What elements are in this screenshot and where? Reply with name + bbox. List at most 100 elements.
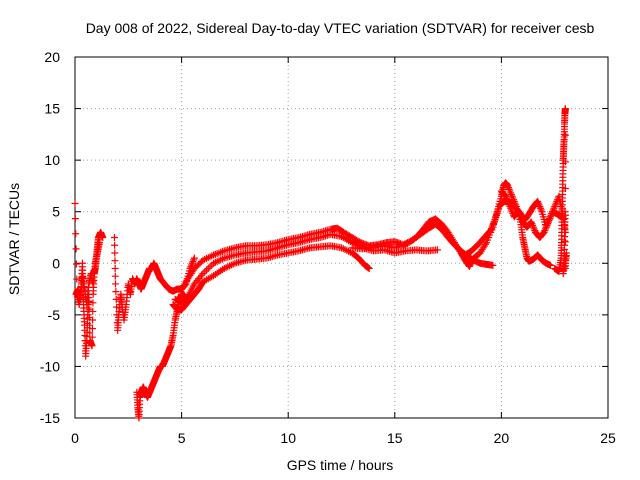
y-tick-labels: -15 -10 -5 0 5 10 15 20 [40, 49, 60, 426]
data-point [506, 187, 514, 195]
data-point [490, 219, 498, 227]
data-point [555, 192, 563, 200]
data-point [481, 240, 489, 248]
data-point [488, 223, 496, 231]
data-point [112, 280, 120, 288]
data-point [89, 307, 97, 315]
y-tick-label: -5 [48, 307, 61, 323]
data-point [505, 184, 513, 192]
data-point [535, 201, 543, 209]
data-point [534, 197, 542, 205]
data-point [517, 215, 525, 223]
data-points [71, 105, 570, 422]
y-tick-label: 0 [52, 255, 60, 271]
data-point [112, 288, 120, 296]
data-point [546, 215, 554, 223]
data-point [507, 206, 515, 214]
data-point [561, 208, 569, 216]
data-point [546, 261, 554, 269]
data-point [72, 245, 80, 253]
data-point [72, 260, 80, 268]
data-point [110, 234, 118, 241]
data-point [504, 197, 512, 205]
data-point [509, 194, 517, 202]
data-point [85, 306, 93, 314]
data-point [528, 220, 536, 228]
data-point [111, 272, 119, 280]
data-point [517, 213, 525, 221]
data-point [111, 249, 119, 257]
data-point [557, 213, 565, 221]
data-point [201, 268, 209, 276]
series-d [133, 290, 190, 422]
data-point [529, 223, 537, 231]
y-tick-label: 10 [44, 152, 60, 168]
plot-frame [74, 56, 609, 419]
data-point [546, 213, 554, 221]
data-point [527, 218, 535, 226]
data-point [190, 254, 198, 262]
series-b [72, 239, 104, 309]
data-point [71, 215, 79, 223]
x-tick-labels: 0 5 10 15 20 25 [71, 430, 616, 446]
y-tick-label: 5 [52, 204, 60, 220]
x-tick-label: 0 [71, 430, 79, 446]
y-axis-label: SDTVAR / TECUs [6, 183, 22, 295]
data-point [73, 275, 81, 283]
data-point [507, 204, 515, 212]
data-point [544, 220, 552, 228]
x-axis-label: GPS time / hours [287, 457, 394, 473]
data-point [72, 230, 80, 238]
data-point [543, 221, 551, 229]
data-point [502, 194, 510, 202]
data-point [541, 225, 549, 233]
x-tick-label: 25 [600, 430, 616, 446]
y-tick-label: -15 [40, 410, 60, 426]
series-h [348, 179, 554, 270]
data-point [530, 225, 538, 233]
data-point [89, 299, 97, 307]
data-point [561, 131, 569, 139]
data-point [541, 227, 549, 235]
y-tick-label: 20 [44, 49, 60, 65]
data-point [529, 221, 537, 229]
data-point [202, 266, 210, 274]
data-point [189, 258, 197, 266]
data-point [505, 185, 513, 193]
data-point [487, 226, 495, 234]
y-tick-label: 15 [44, 101, 60, 117]
data-point [561, 105, 569, 113]
data-point [197, 271, 205, 279]
data-point [188, 259, 196, 267]
data-point [89, 316, 97, 324]
data-point [86, 329, 94, 337]
x-tick-label: 5 [178, 430, 186, 446]
data-point [551, 201, 559, 209]
data-point [96, 239, 104, 247]
data-point [504, 182, 512, 190]
data-point [111, 264, 119, 272]
data-point [536, 203, 544, 211]
data-point [433, 246, 441, 254]
x-tick-label: 15 [387, 430, 403, 446]
data-point [542, 223, 550, 231]
data-point [536, 204, 544, 212]
data-point [508, 192, 516, 200]
chart-title: Day 008 of 2022, Sidereal Day-to-day VTE… [86, 20, 595, 36]
y-tick-label: -10 [40, 358, 60, 374]
data-point [515, 209, 523, 217]
data-point [551, 203, 559, 211]
data-point [489, 221, 497, 229]
data-point [561, 238, 569, 246]
data-point [71, 199, 79, 207]
data-point [503, 196, 511, 204]
series-k [551, 105, 570, 278]
series-c [110, 234, 198, 334]
data-point [88, 333, 96, 341]
data-point [516, 211, 524, 219]
data-point [489, 261, 497, 269]
data-point [487, 225, 495, 233]
data-point [506, 203, 514, 211]
series-j [497, 187, 565, 241]
